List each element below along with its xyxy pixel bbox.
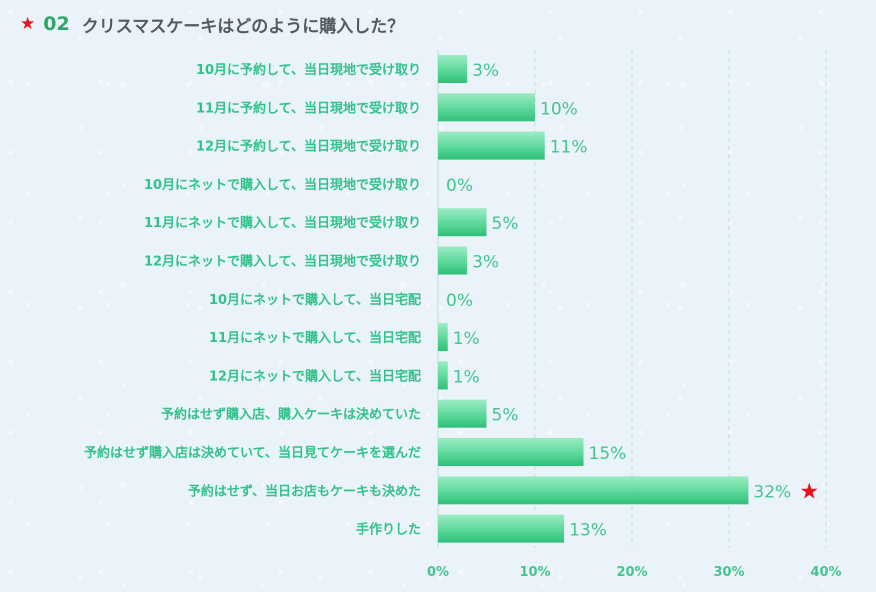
bar xyxy=(438,399,487,428)
value-label: 13% xyxy=(569,521,607,541)
bar xyxy=(438,93,535,122)
category-label: 12月にネットで購入して、当日宅配 xyxy=(209,368,421,384)
x-tick-label: 20% xyxy=(616,565,647,580)
value-label: 0% xyxy=(446,176,473,196)
x-tick-label: 30% xyxy=(713,565,744,580)
category-label: 予約はせず、当日お店もケーキも決めた xyxy=(188,483,421,499)
value-label: 3% xyxy=(472,61,499,81)
chart-header: ★ 02 クリスマスケーキはどのように購入した？ xyxy=(20,10,404,38)
value-label: 1% xyxy=(453,367,480,387)
category-label: 11月にネットで購入して、当日現地で受け取り xyxy=(144,215,421,231)
value-label: 11% xyxy=(550,138,588,158)
x-tick-label: 0% xyxy=(427,565,449,580)
category-label: 10月にネットで購入して、当日現地で受け取り xyxy=(144,177,421,193)
category-label: 12月にネットで購入して、当日現地で受け取り xyxy=(144,254,421,270)
category-label: 10月に予約して、当日現地で受け取り xyxy=(196,62,421,78)
bar xyxy=(438,514,565,543)
value-label: 32% xyxy=(753,482,791,502)
bar xyxy=(438,208,487,237)
category-label: 10月にネットで購入して、当日宅配 xyxy=(209,292,421,308)
category-label: 11月にネットで購入して、当日宅配 xyxy=(209,330,421,346)
value-label: 10% xyxy=(540,99,578,119)
bar xyxy=(438,246,468,275)
bar xyxy=(438,323,448,352)
bar xyxy=(438,361,448,390)
bar xyxy=(438,476,749,505)
category-label: 予約はせず購入店は決めていて、当日見てケーキを選んだ xyxy=(84,445,421,461)
bars xyxy=(438,55,749,543)
category-label: 12月に予約して、当日現地で受け取り xyxy=(196,139,421,155)
question-number: 02 xyxy=(43,13,70,35)
category-label: 11月に予約して、当日現地で受け取り xyxy=(196,100,421,116)
bar xyxy=(438,131,545,160)
labels: 0% 10% 20% 30% 40% 10月に予約して、当日現地で受け取り 3% 11月に予約… xyxy=(84,61,842,580)
value-label: 3% xyxy=(472,253,499,273)
star-icon: ★ xyxy=(20,13,36,34)
star-icon: ★ xyxy=(799,479,819,504)
chart-title: クリスマスケーキはどのように購入した？ xyxy=(81,16,405,37)
bar xyxy=(438,438,584,466)
bar xyxy=(438,55,468,83)
category-label: 予約はせず購入店、購入ケーキは決めていた xyxy=(161,407,421,423)
value-label: 5% xyxy=(492,214,519,234)
gridlines xyxy=(437,50,827,548)
x-tick-label: 40% xyxy=(810,565,841,580)
value-label: 1% xyxy=(453,329,480,349)
x-tick-label: 10% xyxy=(519,565,550,580)
value-label: 0% xyxy=(446,291,473,311)
category-label: 手作りした xyxy=(356,522,421,538)
value-label: 15% xyxy=(589,444,627,464)
value-label: 5% xyxy=(492,406,519,426)
